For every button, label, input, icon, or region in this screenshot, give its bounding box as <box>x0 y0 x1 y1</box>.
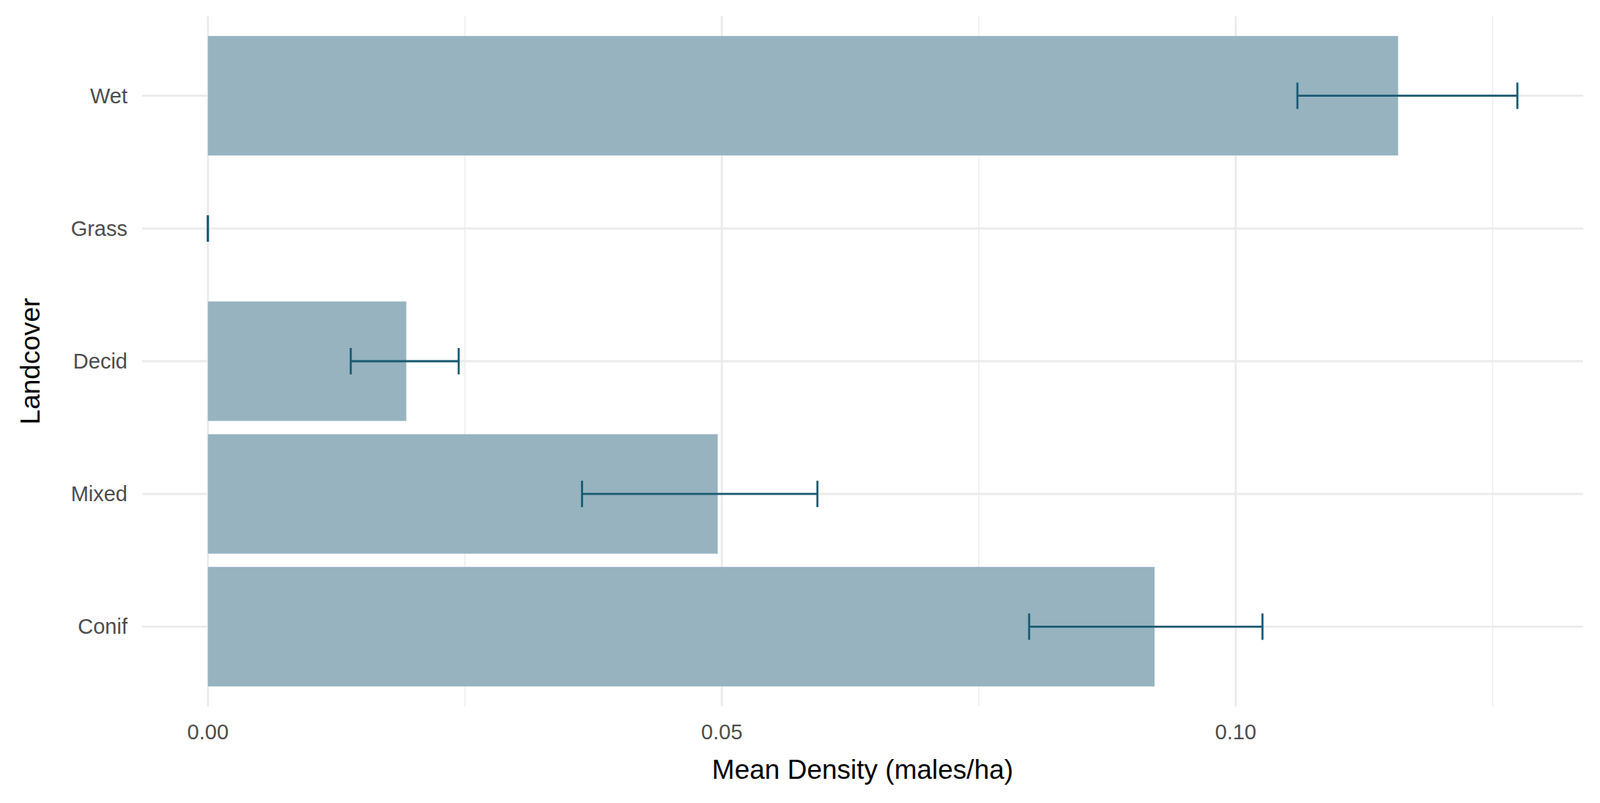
plot-area <box>208 35 1518 687</box>
error-bar <box>1297 82 1518 110</box>
error-bar-line <box>1297 94 1518 97</box>
error-bar <box>207 215 209 242</box>
x-tick-label: 0.10 <box>1215 720 1257 744</box>
y-grid-line <box>142 227 1584 230</box>
x-tick-label: 0.05 <box>701 720 743 744</box>
y-tick-label: Decid <box>73 349 128 373</box>
y-tick-label: Grass <box>71 216 128 241</box>
error-bar-cap <box>1027 613 1031 640</box>
bar <box>208 567 1155 687</box>
error-bar-cap <box>206 215 209 242</box>
error-bar-cap <box>457 347 461 375</box>
bar <box>207 168 209 288</box>
y-grid-line <box>142 360 1584 363</box>
error-bar <box>1029 613 1263 640</box>
y-axis-title: Landcover <box>15 298 46 425</box>
error-bar-line <box>1029 625 1263 628</box>
y-tick-label: Conif <box>77 614 129 639</box>
error-bar-cap <box>1296 82 1299 110</box>
error-bar-cap <box>1261 613 1264 640</box>
bar <box>208 35 1399 156</box>
axis-labels: 0.00 0.05 0.10 Wet Grass Decid Mixed Conif Mean … <box>15 84 1257 785</box>
error-bar-cap <box>349 347 352 375</box>
error-bar <box>581 480 817 507</box>
error-bar-cap <box>580 480 584 507</box>
y-tick-label: Wet <box>90 84 128 108</box>
error-bar-cap <box>816 480 819 507</box>
x-axis-title: Mean Density (males/ha) <box>712 754 1014 785</box>
y-tick-label: Mixed <box>71 482 128 506</box>
error-bar <box>350 347 459 375</box>
x-tick-label: 0.00 <box>187 720 229 744</box>
error-bar-cap <box>1516 82 1519 110</box>
error-bar-cap <box>206 215 209 242</box>
chart: 0.00 0.05 0.10 Wet Grass Decid Mixed Conif Mean … <box>0 0 1600 803</box>
error-bar-line <box>581 493 817 496</box>
error-bar-line <box>350 360 459 363</box>
grid <box>142 16 1584 707</box>
